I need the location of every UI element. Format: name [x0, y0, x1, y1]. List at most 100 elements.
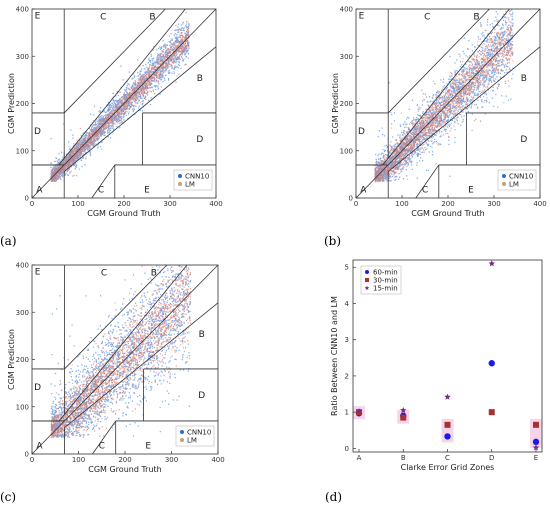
- axis-ticks: 00 100 100 200 200 300 300 400 400: [16, 262, 225, 465]
- zone-label: B: [473, 12, 479, 22]
- y-tick-label: 2: [345, 372, 349, 380]
- y-tick-label: 100: [340, 147, 353, 155]
- star-marker: [532, 444, 540, 451]
- grid-line: [63, 8, 166, 114]
- legend-label: CNN10: [187, 429, 211, 437]
- legend-label: 60-min: [373, 269, 398, 277]
- y-tick-label: 400: [16, 6, 29, 14]
- y-axis-label: CGM Prediction: [7, 73, 16, 134]
- axis-ticks: 00 100 100 200 200 300 300 400 400: [340, 6, 547, 209]
- zone-label: C: [101, 268, 107, 278]
- clarke-grid-lines: [355, 8, 541, 199]
- zone-labels: E C B B D D A C E: [34, 267, 205, 451]
- panel-label: (d): [325, 490, 342, 504]
- y-tick-label: 0: [25, 195, 29, 203]
- x-tick-label: 0: [30, 456, 34, 464]
- y-tick-label: 1: [345, 409, 349, 417]
- zone-label: C: [98, 185, 104, 195]
- lm-points: [50, 265, 192, 439]
- axis-ticks: A B C D E 0 1 2 3 4 5: [345, 264, 539, 462]
- zone-label: E: [359, 11, 365, 21]
- zone-label: C: [422, 185, 428, 195]
- x-tick-label: 400: [533, 200, 546, 208]
- y-tick-label: 5: [345, 264, 349, 272]
- series-markers: [355, 260, 540, 451]
- zone-labels: E C B B D D A C E: [34, 11, 203, 195]
- legend-label: LM: [185, 181, 195, 189]
- scatter-points: [374, 9, 514, 183]
- y-tick-label: 300: [16, 53, 29, 61]
- zone-label: B: [197, 74, 203, 84]
- grid-line: [91, 164, 116, 199]
- x-axis-label: CGM Ground Truth: [88, 465, 161, 474]
- grid-line: [382, 8, 510, 166]
- zone-label: D: [34, 383, 41, 393]
- legend-marker: [502, 174, 506, 178]
- clarke-grid-lines: [31, 264, 219, 455]
- x-tick-label: E: [534, 454, 538, 462]
- legend-marker: [365, 278, 369, 282]
- zone-label: D: [358, 127, 365, 137]
- zone-label: E: [35, 267, 41, 277]
- clarke-grid-lines: [31, 8, 217, 199]
- x-tick-label: 400: [211, 456, 224, 464]
- x-tick-label: 100: [395, 200, 408, 208]
- star-marker: [444, 393, 451, 400]
- x-tick-label: B: [401, 454, 406, 462]
- x-tick-label: 300: [487, 200, 500, 208]
- grid-line: [387, 46, 541, 172]
- circle-marker: [444, 433, 451, 440]
- x-tick-label: 200: [118, 456, 131, 464]
- zone-label: D: [34, 127, 41, 137]
- zone-label: A: [36, 185, 43, 195]
- legend-marker: [502, 182, 506, 186]
- zone-label: E: [468, 185, 474, 195]
- y-tick-label: 300: [340, 53, 353, 61]
- zone-label: B: [199, 330, 205, 340]
- star-marker: [488, 260, 495, 267]
- x-axis-label: Clarke Error Grid Zones: [401, 463, 495, 472]
- legend-marker: [178, 174, 182, 178]
- x-tick-label: 300: [163, 200, 176, 208]
- x-tick-label: D: [489, 454, 494, 462]
- x-tick-label: 0: [30, 200, 34, 208]
- y-tick-label: 200: [16, 356, 29, 364]
- grid-line: [58, 264, 188, 422]
- x-tick-label: A: [357, 454, 362, 462]
- y-tick-label: 300: [16, 309, 29, 317]
- x-tick-label: 400: [209, 200, 222, 208]
- x-tick-label: C: [445, 454, 450, 462]
- panel-label: (a): [0, 234, 17, 248]
- grid-line: [415, 164, 440, 199]
- zone-label: A: [360, 185, 367, 195]
- x-tick-label: 200: [441, 200, 454, 208]
- y-tick-label: 200: [340, 100, 353, 108]
- y-tick-label: 3: [345, 336, 349, 344]
- zone-label: C: [100, 12, 106, 22]
- grid-line: [387, 8, 490, 114]
- y-tick-label: 200: [16, 100, 29, 108]
- panel-label: (b): [324, 234, 341, 248]
- y-axis-label: CGM Prediction: [7, 329, 16, 390]
- grid-line: [31, 8, 217, 199]
- legend-box: [175, 425, 215, 447]
- zone-label: E: [35, 11, 41, 21]
- zone-label: B: [149, 12, 155, 22]
- y-tick-label: 100: [16, 147, 29, 155]
- square-marker: [488, 409, 495, 416]
- circle-marker: [532, 438, 540, 446]
- grid-line: [92, 420, 117, 455]
- y-tick-label: 0: [345, 445, 349, 453]
- grid-line: [31, 264, 219, 455]
- zone-labels: E C B B D D A C E: [358, 11, 527, 195]
- legend-box: [497, 169, 537, 191]
- star-marker: [355, 408, 363, 415]
- zone-label: D: [196, 135, 203, 145]
- y-tick-label: 100: [16, 403, 29, 411]
- x-axis-label: CGM Ground Truth: [87, 209, 160, 218]
- x-tick-label: 100: [71, 200, 84, 208]
- x-axis-label: CGM Ground Truth: [411, 209, 484, 218]
